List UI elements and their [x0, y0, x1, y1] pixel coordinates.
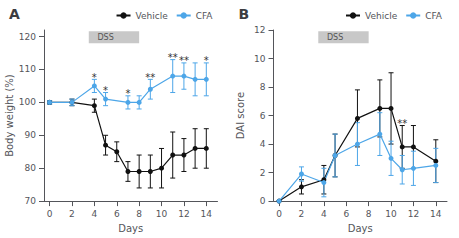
svg-text:4: 4	[260, 139, 266, 149]
svg-text:70: 70	[25, 196, 37, 206]
svg-text:120: 120	[19, 32, 36, 42]
svg-text:DAI score: DAI score	[235, 92, 246, 139]
svg-text:4: 4	[92, 209, 98, 219]
svg-text:10: 10	[385, 209, 397, 219]
svg-text:Vehicle: Vehicle	[136, 11, 169, 21]
svg-text:110: 110	[19, 64, 36, 74]
svg-text:A: A	[9, 6, 20, 22]
svg-text:10: 10	[156, 209, 168, 219]
svg-text:0: 0	[47, 209, 53, 219]
svg-text:**: **	[145, 72, 155, 83]
svg-text:0: 0	[260, 196, 266, 206]
svg-text:10: 10	[254, 54, 266, 64]
svg-text:100: 100	[19, 97, 36, 107]
svg-text:**: **	[168, 52, 178, 63]
svg-text:Body weight (%): Body weight (%)	[4, 74, 15, 157]
svg-text:14: 14	[201, 209, 213, 219]
svg-text:12: 12	[254, 25, 265, 35]
svg-text:Days: Days	[118, 223, 143, 234]
svg-text:Days: Days	[348, 223, 373, 234]
svg-text:2: 2	[299, 209, 305, 219]
svg-text:DSS: DSS	[97, 33, 113, 42]
svg-text:0: 0	[276, 209, 282, 219]
svg-text:**: **	[179, 55, 189, 66]
svg-text:2: 2	[260, 168, 266, 178]
svg-text:CFA: CFA	[196, 11, 214, 21]
svg-text:12: 12	[408, 209, 419, 219]
svg-text:2: 2	[69, 209, 75, 219]
svg-text:B: B	[239, 6, 250, 22]
svg-text:4: 4	[321, 209, 327, 219]
svg-text:6: 6	[114, 209, 120, 219]
svg-text:8: 8	[366, 209, 372, 219]
svg-text:90: 90	[25, 130, 37, 140]
svg-text:6: 6	[260, 111, 266, 121]
svg-text:14: 14	[430, 209, 442, 219]
svg-text:8: 8	[136, 209, 142, 219]
svg-text:12: 12	[178, 209, 189, 219]
svg-text:80: 80	[25, 163, 37, 173]
svg-text:*: *	[204, 55, 209, 66]
svg-text:6: 6	[343, 209, 349, 219]
svg-text:*: *	[103, 85, 108, 96]
svg-text:Vehicle: Vehicle	[365, 11, 398, 21]
svg-text:**: **	[397, 118, 407, 129]
svg-text:DSS: DSS	[327, 33, 343, 42]
svg-text:*: *	[92, 72, 97, 83]
svg-text:CFA: CFA	[425, 11, 443, 21]
svg-text:*: *	[125, 88, 130, 99]
svg-text:8: 8	[260, 82, 266, 92]
